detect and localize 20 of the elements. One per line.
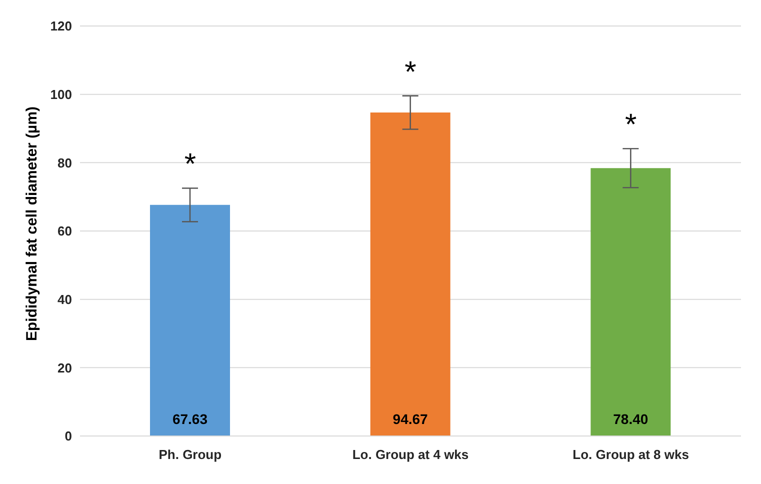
x-tick-label: Ph. Group	[158, 447, 222, 462]
y-tick-label: 20	[58, 360, 72, 376]
y-tick-label: 60	[58, 224, 72, 239]
y-axis-title: Epididymal fat cell diameter (µm)	[23, 106, 40, 341]
bar	[590, 168, 671, 436]
y-tick-label: 0	[64, 428, 72, 444]
annotation: *	[184, 148, 196, 182]
annotation: *	[624, 108, 637, 142]
annotation: *	[404, 56, 417, 89]
bar	[150, 204, 230, 436]
bar	[370, 112, 450, 436]
y-tick-label: 40	[58, 292, 72, 307]
y-tick-label: 100	[50, 86, 72, 102]
y-tick-label: 120	[50, 18, 72, 34]
data-label: 78.40	[613, 411, 648, 427]
y-tick-label: 80	[58, 155, 72, 170]
x-tick-label: Lo. Group at 8 wks	[572, 447, 689, 462]
x-tick-label: Lo. Group at 4 wks	[352, 447, 469, 462]
data-label: 67.63	[172, 411, 208, 427]
data-label: 94.67	[392, 411, 428, 427]
